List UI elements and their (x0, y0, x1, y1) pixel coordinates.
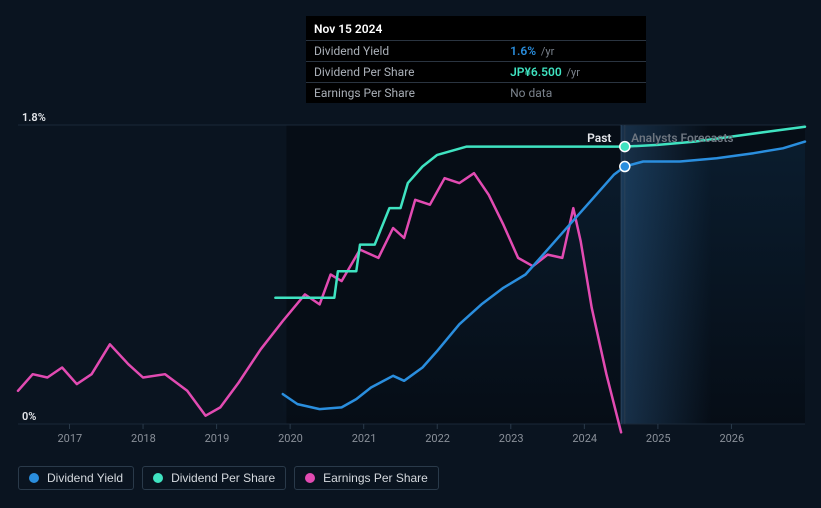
marker-dot-dividendYield (620, 162, 630, 172)
x-tick-label: 2024 (572, 432, 597, 445)
tooltip-metric-value: 1.6% /yr (502, 41, 646, 62)
legend-dot-icon (153, 473, 163, 483)
x-tick-label: 2021 (352, 432, 377, 445)
legend-dot-icon (29, 473, 39, 483)
chart-legend: Dividend Yield Dividend Per Share Earnings… (18, 466, 439, 490)
legend-label: Dividend Yield (47, 471, 123, 485)
chart-tooltip: Nov 15 2024 Dividend Yield1.6% /yrDivide… (306, 16, 646, 103)
legend-label: Earnings Per Share (323, 471, 428, 485)
legend-dot-icon (305, 473, 315, 483)
y-tick-label: 0% (22, 410, 36, 423)
tooltip-metric-label: Earnings Per Share (306, 83, 502, 104)
tooltip-date: Nov 15 2024 (306, 16, 646, 41)
legend-item-earningsPerShare[interactable]: Earnings Per Share (294, 466, 439, 490)
tooltip-metric-value: JP¥6.500 /yr (502, 62, 646, 83)
x-tick-label: 2023 (499, 432, 524, 445)
x-tick-label: 2018 (131, 432, 156, 445)
legend-label: Dividend Per Share (171, 471, 275, 485)
tooltip-metric-value: No data (502, 83, 646, 104)
y-tick-label: 1.8% (22, 111, 46, 124)
past-label: Past (587, 131, 611, 145)
legend-item-dividendYield[interactable]: Dividend Yield (18, 466, 134, 490)
tooltip-metric-label: Dividend Per Share (306, 62, 502, 83)
x-tick-label: 2026 (719, 432, 744, 445)
marker-dot-dividendPerShare (620, 142, 630, 152)
x-tick-label: 2020 (278, 432, 303, 445)
x-tick-label: 2025 (646, 432, 671, 445)
x-tick-label: 2022 (425, 432, 450, 445)
x-tick-label: 2019 (205, 432, 230, 445)
forecasts-label: Analysts Forecasts (631, 131, 733, 145)
tooltip-metric-label: Dividend Yield (306, 41, 502, 62)
x-tick-label: 2017 (57, 432, 82, 445)
legend-item-dividendPerShare[interactable]: Dividend Per Share (142, 466, 286, 490)
